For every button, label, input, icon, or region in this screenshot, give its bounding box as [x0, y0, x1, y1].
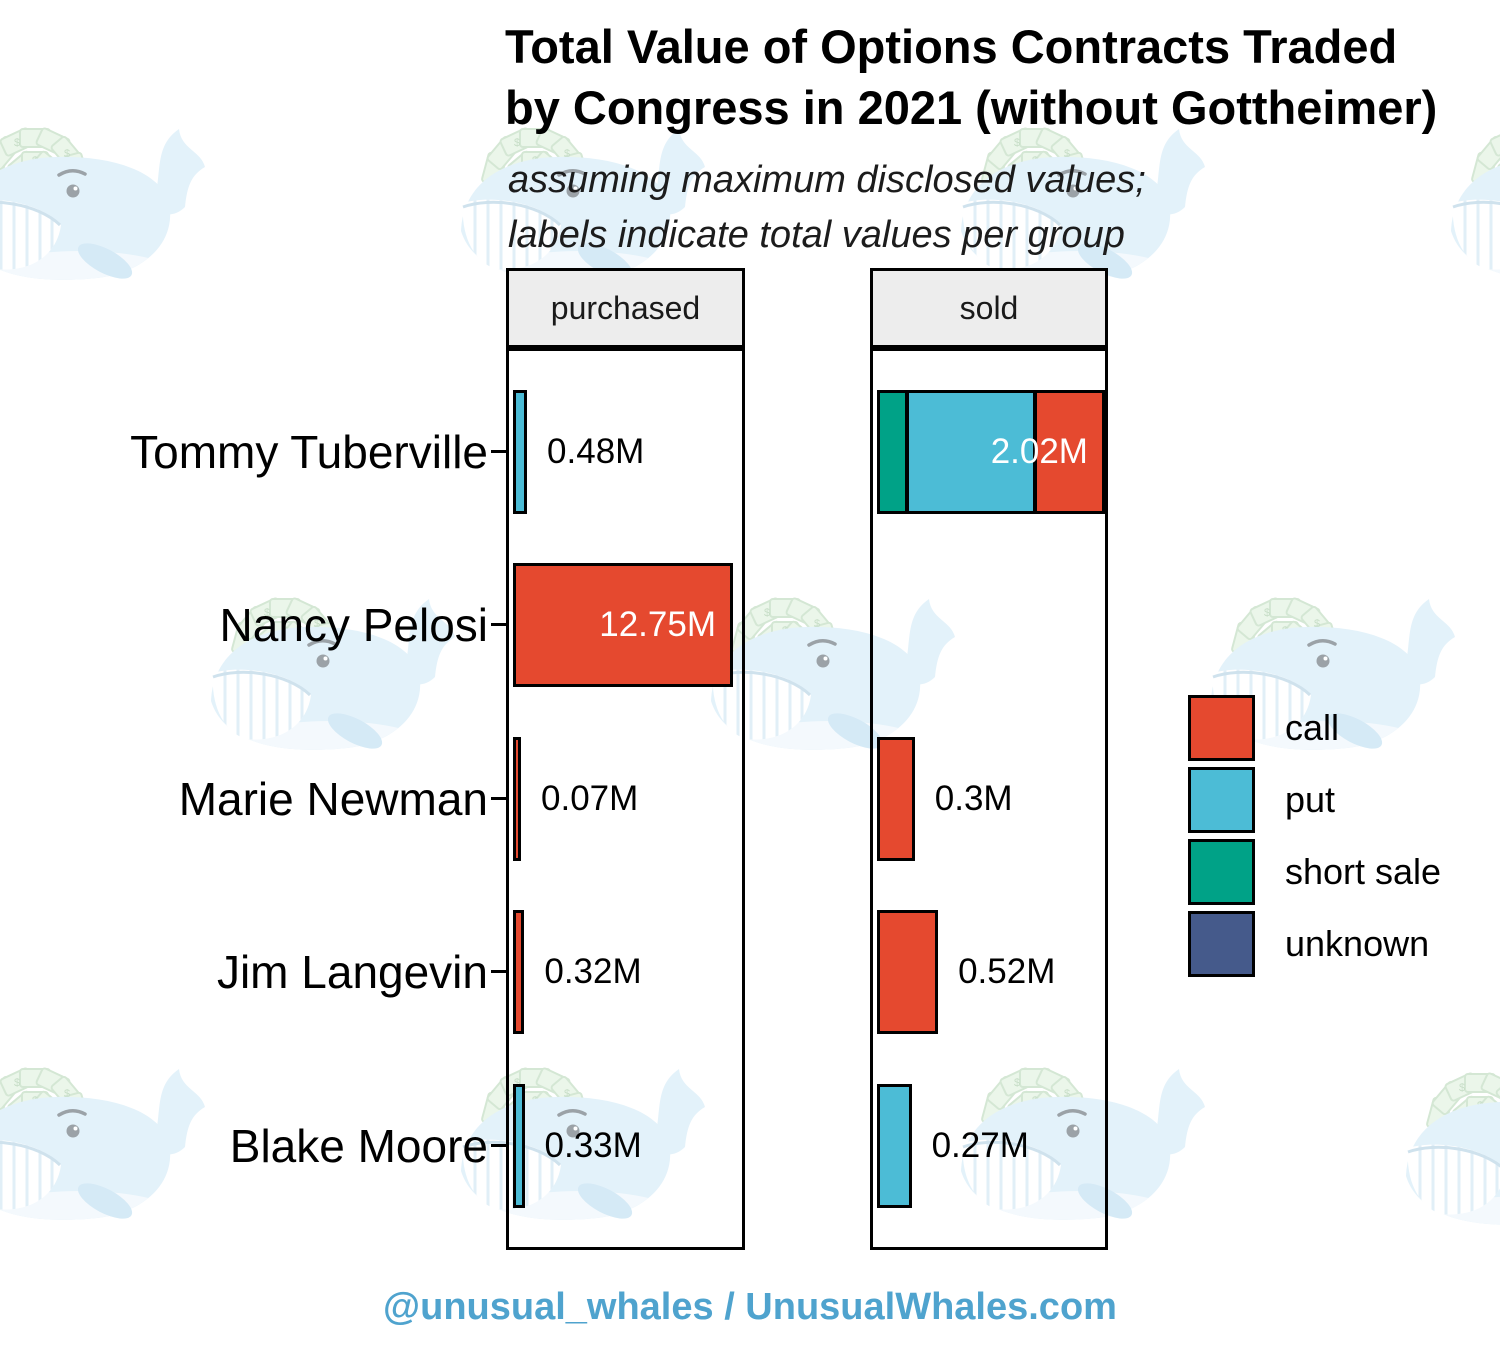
- bar-row-sold-jim-langevin: 0.52M: [877, 910, 1055, 1034]
- legend-swatch-put: [1188, 767, 1255, 833]
- stacked-bar: [513, 737, 521, 861]
- stacked-bar: [877, 737, 915, 861]
- chart-title-line2: by Congress in 2021 (without Gottheimer): [505, 81, 1438, 134]
- bar-value-label: 0.3M: [934, 779, 1013, 818]
- bar-value-label: 0.48M: [547, 432, 645, 471]
- y-axis-labels: Tommy Tuberville Nancy Pelosi Marie Newm…: [0, 0, 488, 1350]
- bar-row-purchased-marie-newman: 0.07M: [513, 737, 638, 861]
- stacked-bar: [513, 1084, 525, 1208]
- bar-row-sold-blake-moore: 0.27M: [877, 1084, 1029, 1208]
- facet-panel-sold: 2.02M 0.3M 0.52M 0.27M: [870, 348, 1108, 1250]
- axis-tick: [491, 1144, 506, 1147]
- stacked-bar: [513, 390, 528, 514]
- stacked-bar: [877, 910, 939, 1034]
- bar-value-label: 2.02M: [990, 432, 1088, 471]
- bar-segment-call: [880, 913, 936, 1031]
- facet-header-sold: sold: [870, 268, 1108, 348]
- watermark-caption: @unusual_whales / UnusualWhales.com: [383, 1286, 1117, 1328]
- stacked-bar: [513, 910, 525, 1034]
- chart-subtitle-line1: assuming maximum disclosed values;: [508, 159, 1146, 201]
- chart-subtitle: assuming maximum disclosed values; label…: [508, 153, 1146, 263]
- legend-item-put: put: [1188, 767, 1441, 833]
- bar-segment-call: [516, 566, 730, 684]
- bar-segment-short-sale: [880, 393, 906, 511]
- bar-segment-call: [1033, 393, 1102, 511]
- chart-subtitle-line2: labels indicate total values per group: [508, 214, 1125, 256]
- legend-swatch-short-sale: [1188, 839, 1255, 905]
- legend-label-unknown: unknown: [1285, 923, 1430, 964]
- legend-label-put: put: [1285, 779, 1336, 820]
- axis-tick: [491, 970, 506, 973]
- bar-segment-put: [516, 1087, 522, 1205]
- legend-item-call: call: [1188, 695, 1441, 761]
- legend-swatch-unknown: [1188, 911, 1255, 977]
- legend-item-short-sale: short sale: [1188, 839, 1441, 905]
- bar-row-purchased-tommy-tuberville: 0.48M: [513, 390, 644, 514]
- bar-value-label: 0.27M: [931, 1126, 1029, 1165]
- bar-row-sold-marie-newman: 0.3M: [877, 737, 1013, 861]
- bar-segment-put: [905, 393, 1034, 511]
- axis-tick: [491, 450, 506, 453]
- category-label-nancy-pelosi: Nancy Pelosi: [219, 599, 488, 651]
- category-label-blake-moore: Blake Moore: [229, 1120, 488, 1172]
- legend-label-short-sale: short sale: [1285, 851, 1442, 892]
- facet-header-purchased: purchased: [506, 268, 745, 348]
- bar-row-sold-tommy-tuberville: 2.02M: [877, 390, 1105, 514]
- facet-header-purchased-label: purchased: [550, 289, 701, 326]
- bar-segment-call: [516, 740, 518, 858]
- bar-value-label: 12.75M: [599, 605, 716, 644]
- bar-row-purchased-blake-moore: 0.33M: [513, 1084, 642, 1208]
- bar-row-purchased-nancy-pelosi: 12.75M: [513, 563, 733, 687]
- bar-segment-call: [516, 913, 522, 1031]
- stacked-bar: [877, 1084, 912, 1208]
- bar-segment-call: [880, 740, 912, 858]
- stacked-bar: 12.75M: [513, 563, 733, 687]
- bar-value-label: 0.33M: [544, 1126, 642, 1165]
- category-label-marie-newman: Marie Newman: [178, 773, 488, 825]
- legend-item-unknown: unknown: [1188, 911, 1441, 977]
- legend-swatch-call: [1188, 695, 1255, 761]
- axis-tick: [491, 623, 506, 626]
- bar-segment-put: [516, 393, 525, 511]
- facet-panel-purchased: 0.48M 12.75M 0.07M 0.32M 0.33M: [506, 348, 745, 1250]
- legend: call put short sale unknown: [1188, 695, 1441, 983]
- bar-value-label: 0.07M: [541, 779, 639, 818]
- bar-value-label: 0.52M: [958, 952, 1056, 991]
- legend-label-call: call: [1285, 707, 1340, 748]
- bar-row-purchased-jim-langevin: 0.32M: [513, 910, 642, 1034]
- category-label-tommy-tuberville: Tommy Tuberville: [130, 426, 488, 478]
- chart-title-line1: Total Value of Options Contracts Traded: [505, 20, 1398, 73]
- category-label-jim-langevin: Jim Langevin: [216, 946, 488, 998]
- facet-header-sold-label: sold: [959, 289, 1019, 326]
- chart-title: Total Value of Options Contracts Traded …: [505, 16, 1437, 138]
- stacked-bar: 2.02M: [877, 390, 1105, 514]
- bar-value-label: 0.32M: [544, 952, 642, 991]
- axis-tick: [491, 797, 506, 800]
- bar-segment-put: [880, 1087, 909, 1205]
